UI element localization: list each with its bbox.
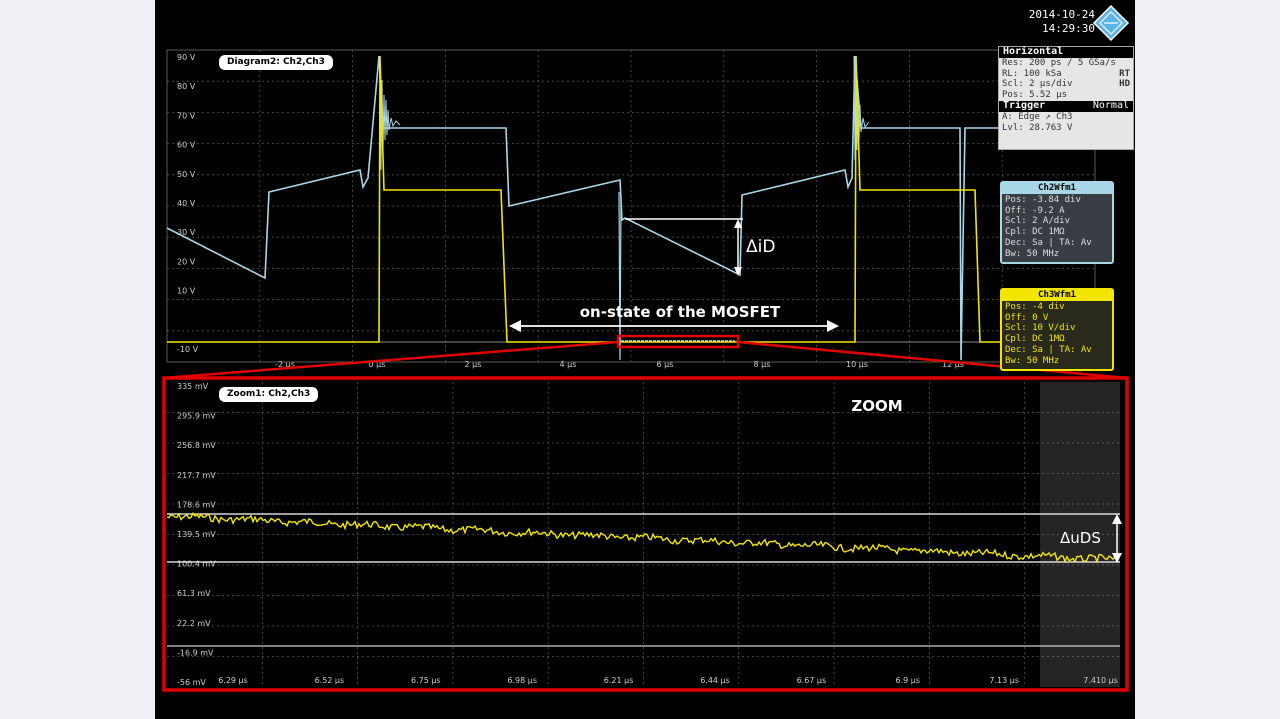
zoom-y-axis: 335 mV 295.9 mV 256.8 mV 217.7 mV 178.6 mV 13…	[177, 382, 216, 687]
diagram-x-tick: 6 µs	[657, 360, 674, 369]
diagram-y-axis: 90 V 80 V 70 V 60 V 50 V 40 V 30 V 20 V 10 V -10 …	[177, 53, 199, 354]
zoom-x-tick: 6.52 µs	[315, 676, 345, 685]
diagram-y-tick: 80 V	[177, 82, 196, 91]
ch3-voltage-waveform	[167, 55, 1000, 343]
ch3-zoom-trace	[166, 511, 1118, 564]
diagram-x-tick: 12 µs	[942, 360, 964, 369]
zoom-title: ZOOM	[851, 397, 902, 415]
diagram-label[interactable]: Diagram2: Ch2,Ch3	[219, 55, 333, 70]
ch2-setting-line: Dec: Sa | TA: Av	[1005, 237, 1092, 248]
horizontal-rl: RL: 100 kSa RT	[1002, 68, 1130, 79]
diagram-x-tick: 10 µs	[846, 360, 868, 369]
zoom-x-tick: 6.98 µs	[507, 676, 537, 685]
diagram-y-tick: 70 V	[177, 111, 196, 120]
horizontal-res: Res: 200 ps / 5 GSa/s	[1002, 57, 1116, 68]
ch3-info-panel[interactable]: Ch3Wfm1 Pos: -4 div Off: 0 V Scl: 10 V/div…	[1000, 288, 1114, 371]
horizontal-trigger-panel[interactable]: Horizontal Res: 200 ps / 5 GSa/s RL: 100…	[998, 46, 1134, 150]
trigger-level: Lvl: 28.763 V	[1002, 122, 1073, 133]
horizontal-title: Horizontal	[999, 46, 1133, 58]
ch2-info-panel[interactable]: Ch2Wfm1 Pos: -3.84 div Off: -9.2 A Scl: 2 …	[1000, 181, 1114, 264]
ch2-spike	[618, 191, 622, 361]
ch2-setting-line: Pos: -3.84 div	[1005, 194, 1081, 205]
delta-uds-annotation	[1112, 514, 1122, 563]
diagram-y-tick: 20 V	[177, 257, 196, 266]
ch3-setting-line: Pos: -4 div	[1005, 301, 1065, 312]
zoom-x-tick: 6.75 µs	[411, 676, 441, 685]
zoom-y-tick: 256.8 mV	[177, 441, 216, 450]
rohde-schwarz-logo-icon	[1092, 4, 1130, 42]
trigger-mode: Normal	[1092, 99, 1129, 111]
diagram-x-tick: 2 µs	[465, 360, 482, 369]
trigger-title: Trigger	[1003, 99, 1046, 111]
diagram-y-tick: 30 V	[177, 228, 196, 237]
horizontal-position: Pos: 5.52 µs	[1002, 90, 1068, 101]
ch3-setting-line: Off: 0 V	[1005, 312, 1049, 323]
ch2-setting-line: Off: -9.2 A	[1005, 205, 1065, 216]
zoom-grid	[167, 382, 1120, 687]
ch2-ringing-burst	[379, 55, 870, 171]
zoom-x-tick: 6.21 µs	[604, 676, 634, 685]
ch2-setting-line: Cpl: DC 1MΩ	[1005, 227, 1065, 238]
ch2-setting-line: Bw: 50 MHz	[1005, 248, 1060, 259]
diagram-y-tick: 90 V	[177, 53, 196, 62]
diagram-x-tick: 8 µs	[754, 360, 771, 369]
diagram-y-tick: -10 V	[177, 345, 199, 354]
ch2-settings: Pos: -3.84 div Off: -9.2 A Scl: 2 A/div Cpl…	[1002, 194, 1112, 261]
ch3-setting-line: Cpl: DC 1MΩ	[1005, 334, 1065, 345]
zoom-highlight-region	[1040, 382, 1120, 687]
diagram-x-tick: 0 µs	[369, 360, 386, 369]
diagram-x-axis: -2 µs 0 µs 2 µs 4 µs 6 µs 8 µs 10 µs 12 µs	[275, 360, 964, 369]
ch3-setting-line: Dec: Sa | TA: Av	[1005, 344, 1092, 355]
on-state-arrow	[509, 320, 839, 332]
oscilloscope-screen: 2014-10-24 14:29:30 90 V 80 V 70 V 60 V 50 V…	[155, 0, 1135, 719]
horizontal-scale: Scl: 2 µs/div HD	[1002, 79, 1130, 90]
zoom-x-tick: 6.29 µs	[218, 676, 248, 685]
delta-uds-label: ΔuDS	[1060, 529, 1101, 547]
zoom-y-tick: -56 mV	[177, 678, 206, 687]
diagram-y-tick: 60 V	[177, 141, 196, 150]
ch2-setting-line: Scl: 2 A/div	[1005, 216, 1071, 227]
zoom-x-axis: 6.29 µs 6.52 µs 6.75 µs 6.98 µs 6.21 µs 6.44 …	[218, 676, 1118, 685]
zoom-y-tick: 217.7 mV	[177, 471, 216, 480]
zoom-y-tick: 100.4 mV	[177, 560, 216, 569]
trigger-source: A: Edge ↗ Ch3	[1002, 111, 1073, 122]
datetime: 2014-10-24 14:29:30	[985, 8, 1095, 36]
time-readout: 14:29:30	[1042, 22, 1095, 35]
zoom-y-tick: -16.9 mV	[177, 648, 214, 657]
delta-id-label: ΔiD	[746, 237, 775, 257]
zoom-y-tick: 22.2 mV	[177, 619, 211, 628]
ch3-settings: Pos: -4 div Off: 0 V Scl: 10 V/div Cpl: DC …	[1002, 301, 1112, 368]
diagram-x-tick: 4 µs	[560, 360, 577, 369]
ch2-title: Ch2Wfm1	[1002, 183, 1112, 194]
zoom-y-tick: 139.5 mV	[177, 530, 216, 539]
diagram-x-tick: -2 µs	[275, 360, 295, 369]
diagram-y-tick: 10 V	[177, 287, 196, 296]
on-state-label: on-state of the MOSFET	[580, 303, 781, 321]
diagram-y-tick: 50 V	[177, 170, 196, 179]
ch3-title: Ch3Wfm1	[1002, 290, 1112, 301]
delta-id-annotation	[625, 218, 743, 276]
ch3-setting-line: Scl: 10 V/div	[1005, 323, 1076, 334]
date-readout: 2014-10-24	[1028, 8, 1095, 21]
zoom-x-tick: 7.410 µs	[1083, 676, 1118, 685]
zoom-selection-box	[616, 334, 740, 349]
zoom-x-tick: 6.44 µs	[700, 676, 730, 685]
zoom-connector-right	[737, 340, 1128, 380]
diagram-y-tick: 40 V	[177, 199, 196, 208]
zoom-y-tick: 295.9 mV	[177, 412, 216, 421]
zoom-x-tick: 7.13 µs	[989, 676, 1019, 685]
trigger-header: Trigger Normal	[999, 99, 1133, 112]
zoom-y-tick: 178.6 mV	[177, 500, 216, 509]
ch2-current-waveform	[166, 55, 1000, 361]
zoom-y-tick: 61.3 mV	[177, 589, 211, 598]
zoom-window-frame	[162, 376, 1129, 692]
scope-display: 90 V 80 V 70 V 60 V 50 V 40 V 30 V 20 V 10 V -10 …	[162, 49, 1129, 692]
zoom-y-tick: 335 mV	[177, 382, 209, 391]
zoom-connector-left	[162, 340, 619, 380]
zoom-label[interactable]: Zoom1: Ch2,Ch3	[219, 387, 319, 402]
zoom-x-tick: 6.67 µs	[797, 676, 827, 685]
zoom-x-tick: 6.9 µs	[896, 676, 921, 685]
ch3-setting-line: Bw: 50 MHz	[1005, 355, 1060, 366]
